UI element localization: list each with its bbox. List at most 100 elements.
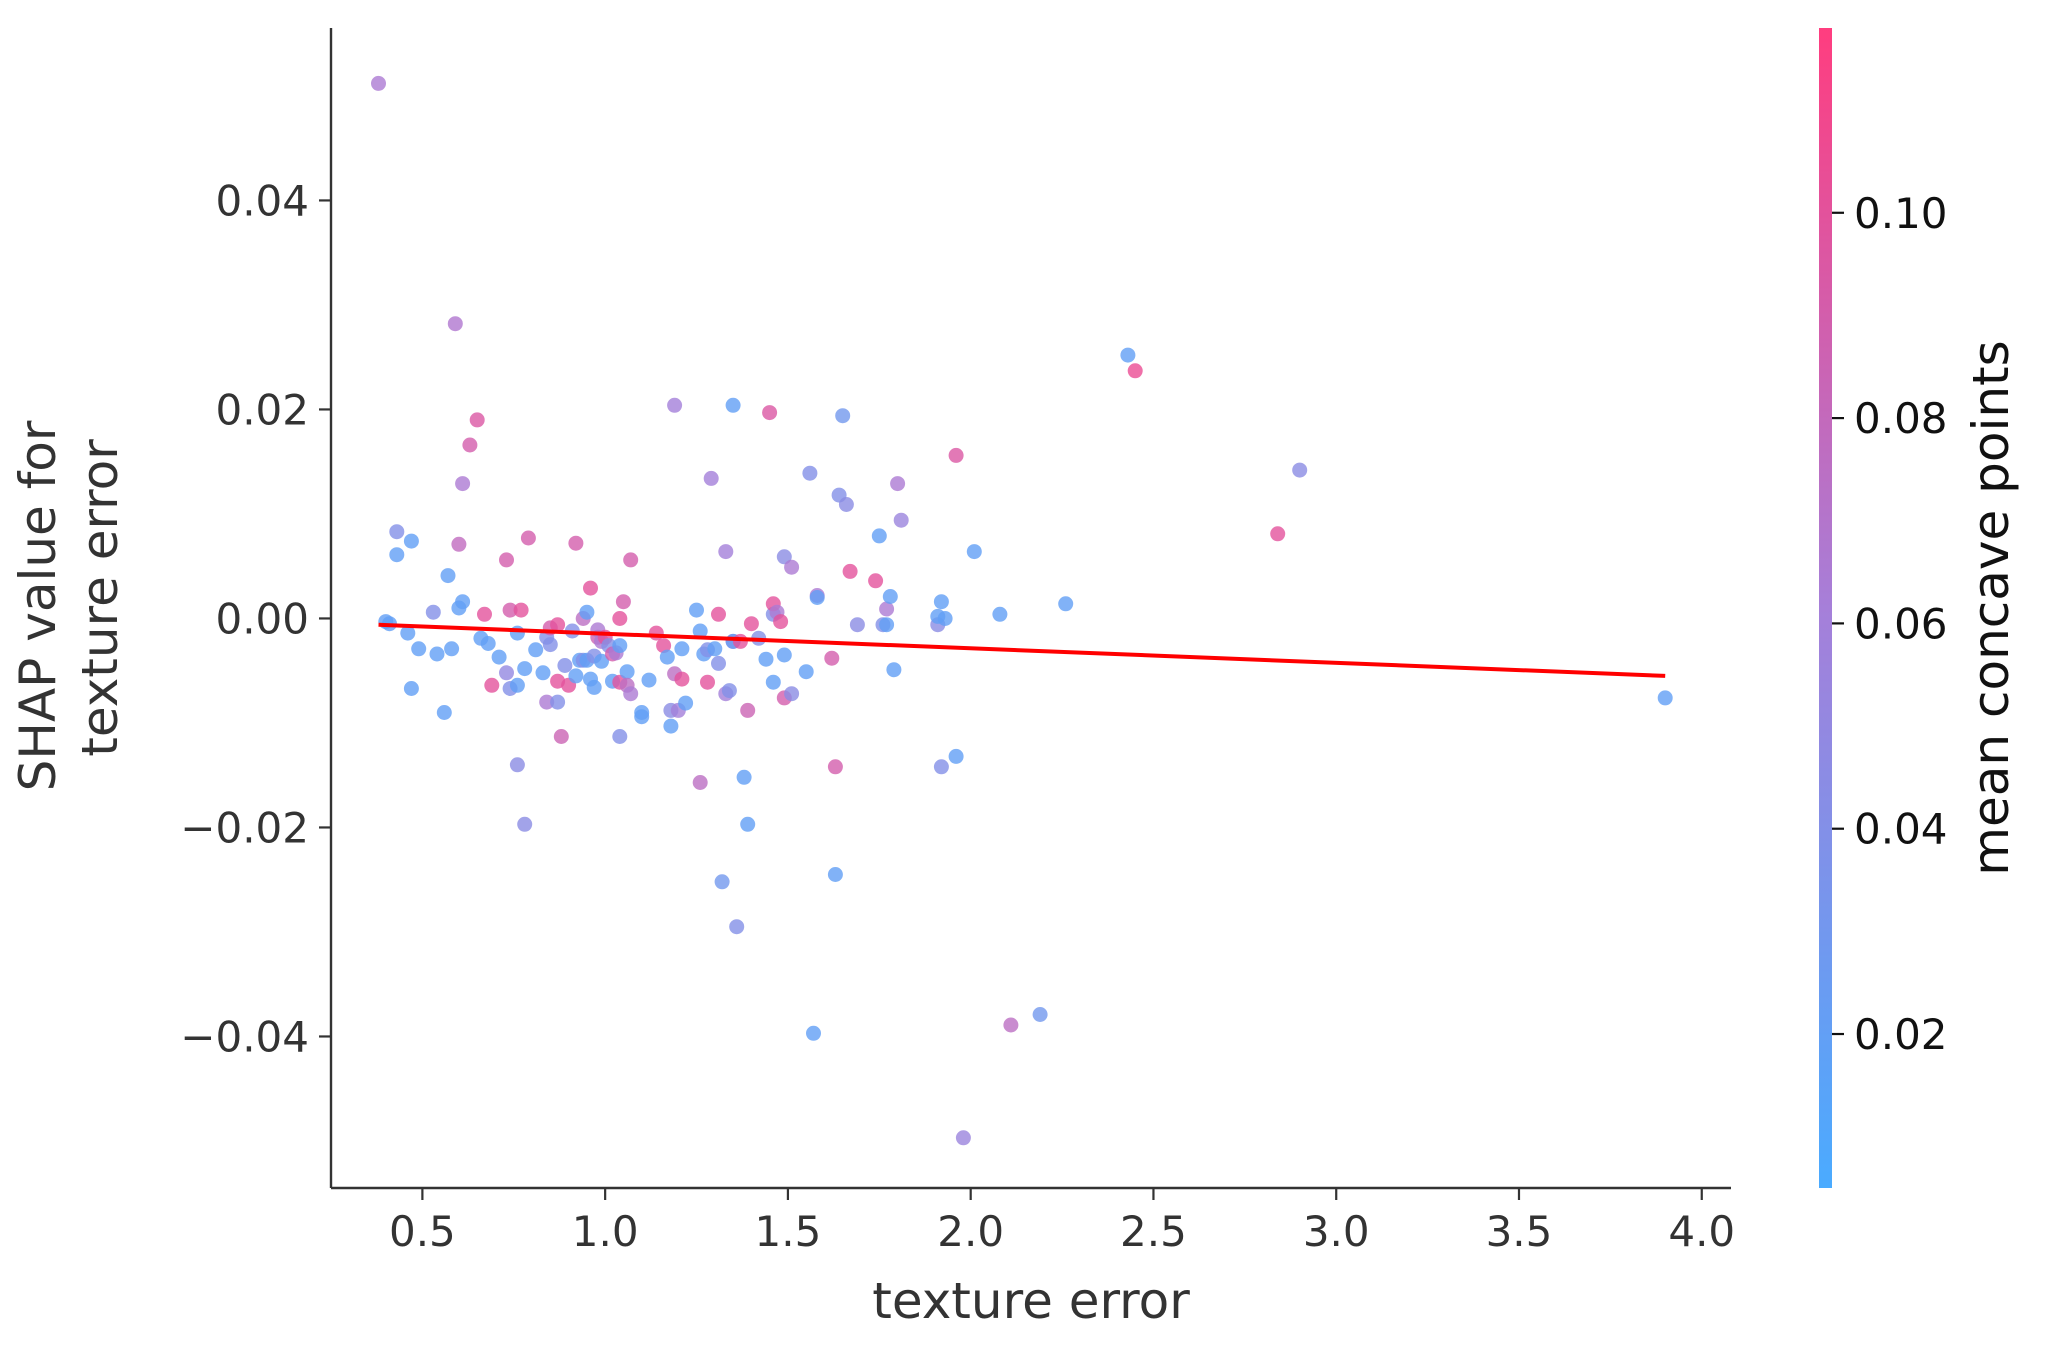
scatter-point xyxy=(784,559,800,575)
x-tick-label: 1.5 xyxy=(755,1207,822,1256)
scatter-point xyxy=(499,665,514,681)
scatter-point xyxy=(674,641,690,657)
scatter-point xyxy=(389,524,405,540)
colorbar-tick-label: 0.06 xyxy=(1854,599,1948,648)
scatter-point xyxy=(615,594,631,610)
scatter-point xyxy=(659,649,675,665)
scatter-point xyxy=(612,729,628,744)
scatter-point xyxy=(411,641,427,657)
colorbar-tick-label: 0.02 xyxy=(1854,1010,1948,1059)
x-tick-label: 4.0 xyxy=(1668,1207,1735,1256)
scatter-point xyxy=(827,759,843,775)
scatter-point xyxy=(835,408,851,424)
scatter-point xyxy=(740,816,756,832)
scatter-point xyxy=(948,447,964,463)
scatter-point xyxy=(517,816,533,832)
colorbar-tick-label: 0.08 xyxy=(1854,394,1948,443)
y-tick-label: 0.00 xyxy=(215,594,309,643)
scatter-point xyxy=(403,533,419,549)
scatter-point xyxy=(743,616,759,632)
scatter-point xyxy=(371,75,386,91)
scatter-point xyxy=(440,568,456,584)
scatter-point xyxy=(879,601,895,617)
scatter-point xyxy=(842,563,858,579)
x-tick-label: 2.5 xyxy=(1120,1207,1187,1256)
trend-line-group xyxy=(378,622,1666,678)
x-tick-label: 0.5 xyxy=(389,1207,456,1256)
scatter-point xyxy=(594,653,609,669)
scatter-point xyxy=(568,668,584,684)
scatter-point xyxy=(542,637,558,653)
scatter-point xyxy=(429,646,445,662)
y-tick-label: −0.02 xyxy=(180,803,309,852)
scatter-point xyxy=(711,655,726,671)
scatter-point xyxy=(663,718,679,734)
scatter-point xyxy=(806,1025,821,1041)
scatter-point xyxy=(586,679,602,695)
scatter-point xyxy=(725,397,741,413)
scatter-point xyxy=(550,694,566,710)
scatter-point xyxy=(678,695,694,711)
scatter-point xyxy=(517,661,533,677)
scatter-point xyxy=(535,665,551,681)
scatter-point xyxy=(1127,363,1143,379)
scatter-point xyxy=(634,709,650,725)
scatter-point xyxy=(879,617,895,633)
scatter-point xyxy=(718,544,734,560)
scatter-point xyxy=(1120,347,1136,363)
scatter-point xyxy=(882,589,898,604)
scatter-point xyxy=(469,412,485,428)
x-tick-label: 2.0 xyxy=(937,1207,1004,1256)
scatter-point xyxy=(849,617,865,633)
scatter-point xyxy=(509,757,525,773)
colorbar-tick-label: 0.04 xyxy=(1854,805,1948,854)
y-axis-title-line-2: texture error xyxy=(71,439,129,757)
scatter-point xyxy=(389,547,405,563)
y-tick-label: 0.02 xyxy=(215,385,309,434)
x-tick-label: 3.5 xyxy=(1486,1207,1553,1256)
scatter-point xyxy=(509,625,525,641)
scatter-point xyxy=(890,476,906,492)
scatter-point xyxy=(612,611,628,626)
scatter-point xyxy=(557,658,573,673)
scatter-point xyxy=(674,671,690,687)
scatter-point xyxy=(824,650,840,666)
scatter-point xyxy=(838,497,854,512)
scatter-point xyxy=(447,316,463,332)
scatter-point xyxy=(692,623,708,639)
x-axis-ticks: 0.5 1.0 1.5 2.0 2.5 3.0 3.5 4.0 xyxy=(389,1188,1735,1256)
scatter-point xyxy=(425,604,441,620)
scatter-point xyxy=(623,552,639,568)
scatter-point xyxy=(641,672,657,688)
scatter-point xyxy=(656,638,672,654)
scatter-point xyxy=(937,611,953,626)
scatter-point xyxy=(480,636,496,651)
trend-line xyxy=(378,622,1666,678)
scatter-point xyxy=(886,662,902,678)
colorbar-tick-label: 0.10 xyxy=(1854,189,1948,238)
scatter-point xyxy=(955,1130,971,1146)
x-tick-label: 3.0 xyxy=(1303,1207,1370,1256)
scatter-point xyxy=(513,602,529,618)
colorbar-ticks: 0.02 0.04 0.06 0.08 0.10 xyxy=(1832,189,1948,1059)
scatter-point xyxy=(667,397,683,413)
scatter-point xyxy=(1270,526,1286,542)
scatter-point xyxy=(491,649,507,665)
scatter-point xyxy=(1657,690,1673,706)
scatter-point xyxy=(868,573,884,589)
scatter-point xyxy=(612,638,628,654)
scatter-point xyxy=(758,651,774,667)
scatter-point xyxy=(798,664,814,680)
scatter-point xyxy=(966,544,982,560)
scatter-point xyxy=(692,775,708,790)
colorbar xyxy=(1819,28,1832,1188)
scatter-point xyxy=(689,602,704,618)
scatter-point xyxy=(1058,596,1074,612)
scatter-point xyxy=(871,528,887,544)
scatter-point xyxy=(623,686,639,702)
scatter-point xyxy=(436,705,452,720)
scatter-point xyxy=(933,759,949,775)
scatter-point xyxy=(462,437,478,453)
scatter-point xyxy=(550,617,566,633)
scatter-point xyxy=(451,536,467,552)
